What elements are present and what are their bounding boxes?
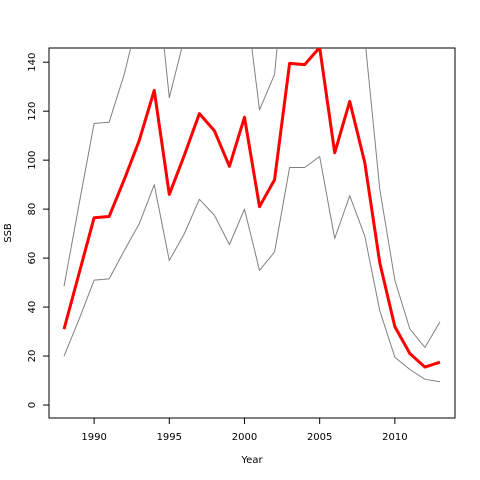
y-tick-label: 20: [27, 350, 38, 363]
y-tick-label: 120: [27, 102, 38, 121]
y-axis-label: SSB: [3, 223, 14, 243]
y-tick-label: 140: [27, 53, 38, 72]
x-tick-label: 2005: [307, 432, 332, 443]
y-tick-label: 0: [27, 402, 38, 408]
series-line: [62, 48, 441, 369]
y-tick-label: 40: [27, 301, 38, 314]
plot-frame: [48, 47, 456, 419]
y-tick-label: 60: [27, 252, 38, 265]
x-tick-label: 1995: [157, 432, 182, 443]
y-tick-label: 100: [27, 151, 38, 170]
y-tick-label: 80: [27, 203, 38, 216]
plot-area: [62, 48, 441, 383]
x-tick-label: 1990: [81, 432, 106, 443]
x-tick-label: 2010: [382, 432, 407, 443]
series-line: [63, 48, 441, 348]
series-line: [63, 155, 441, 383]
x-axis-label: Year: [240, 455, 263, 466]
x-tick-label: 2000: [232, 432, 257, 443]
